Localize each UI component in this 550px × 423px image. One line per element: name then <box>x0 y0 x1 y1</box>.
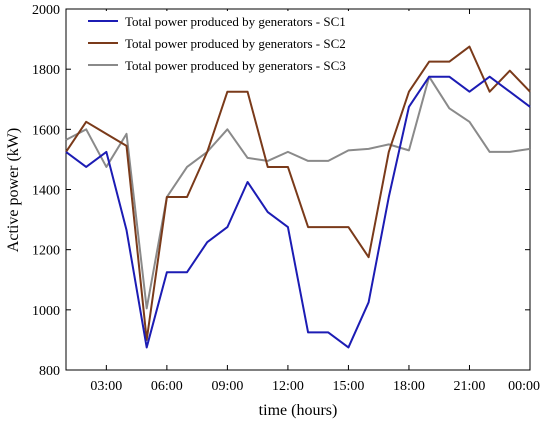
series-line-sc3 <box>65 75 531 310</box>
legend-label-sc3: Total power produced by generators - SC3 <box>125 58 346 73</box>
x-tick-label: 00:00 <box>508 379 540 394</box>
x-tick-label: 18:00 <box>393 379 425 394</box>
x-axis-title: time (hours) <box>259 402 338 419</box>
x-axis: 03:00 06:00 09:00 12:00 15:00 18:00 21:00 00:00 <box>90 9 540 394</box>
x-tick-label: 06:00 <box>151 379 183 394</box>
x-tick-label: 15:00 <box>332 379 364 394</box>
y-tick-label: 800 <box>39 364 60 379</box>
legend-label-sc1: Total power produced by generators - SC1 <box>125 14 346 29</box>
legend-background <box>82 11 412 75</box>
legend: Total power produced by generators - SC1… <box>82 11 412 75</box>
series-line-sc2 <box>65 45 531 341</box>
x-tick-label: 09:00 <box>211 379 243 394</box>
y-tick-label: 2000 <box>32 3 60 18</box>
y-axis-title: Active power (kW) <box>5 128 22 252</box>
series-lines <box>65 45 531 349</box>
y-tick-label: 1200 <box>32 244 60 259</box>
y-axis: 800 1000 1200 1400 1600 1800 2000 <box>32 3 530 379</box>
legend-label-sc2: Total power produced by generators - SC2 <box>125 36 346 51</box>
y-tick-label: 1400 <box>32 184 60 199</box>
y-tick-label: 1600 <box>32 123 60 138</box>
y-tick-label: 1800 <box>32 63 60 78</box>
x-tick-label: 12:00 <box>272 379 304 394</box>
x-tick-label: 21:00 <box>454 379 486 394</box>
x-tick-label: 03:00 <box>90 379 122 394</box>
y-tick-label: 1000 <box>32 304 60 319</box>
series-line-sc1 <box>65 75 531 349</box>
